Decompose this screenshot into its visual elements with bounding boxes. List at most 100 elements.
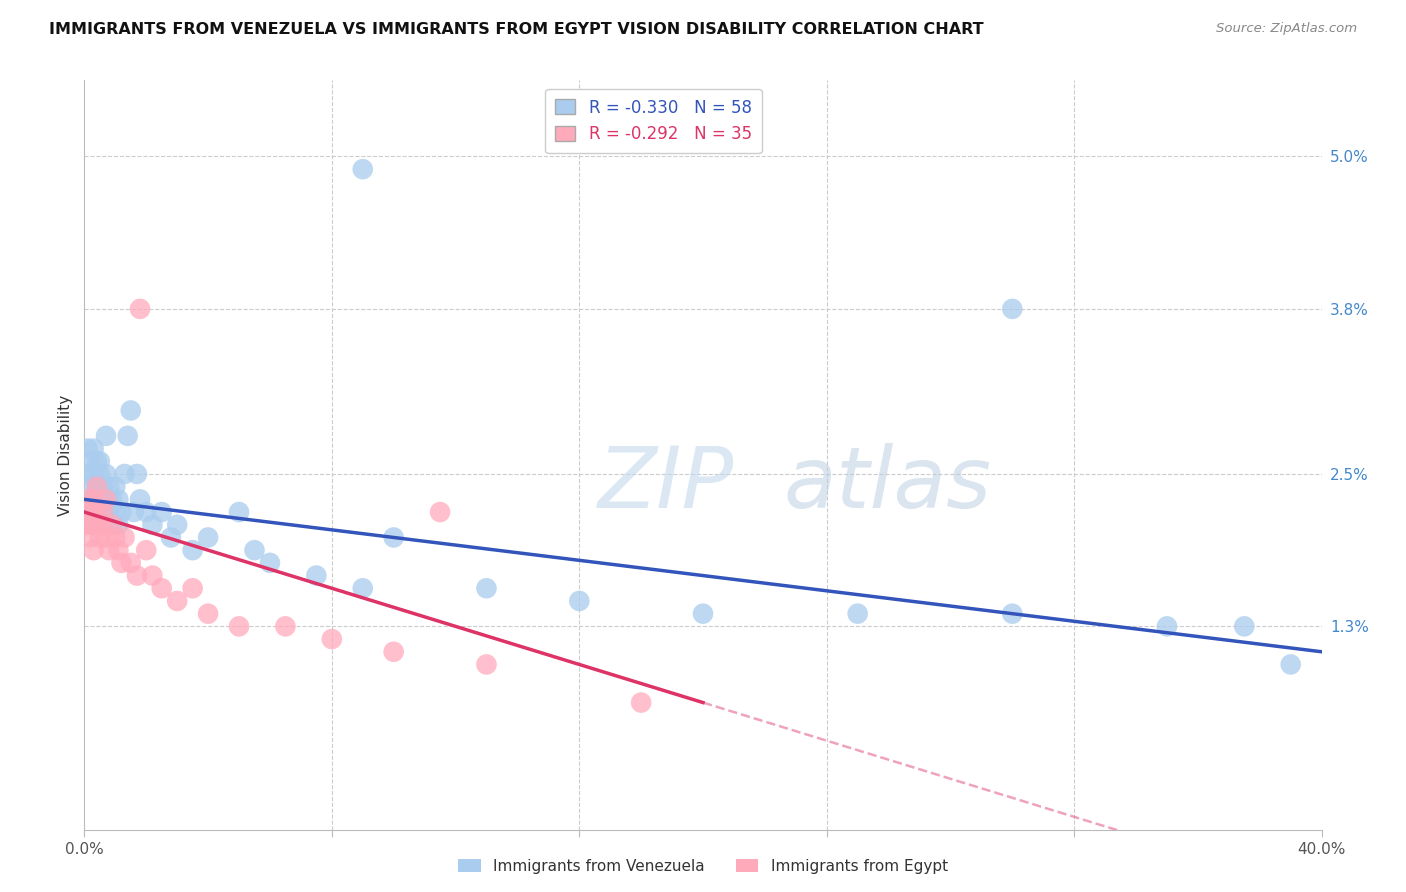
Text: Source: ZipAtlas.com: Source: ZipAtlas.com [1216,22,1357,36]
Point [129,492,152,507]
Point [101,517,124,532]
Point [141,568,163,582]
Point [94,429,117,443]
Point [475,581,498,595]
Legend: Immigrants from Venezuela, Immigrants from Egypt: Immigrants from Venezuela, Immigrants fr… [453,853,953,880]
Point [91,480,114,494]
Point [98,480,121,494]
Point [475,657,498,672]
Point [94,467,117,481]
Point [86,492,108,507]
Point [76,517,98,532]
Point [86,454,108,468]
Point [83,517,105,532]
Point [83,492,105,507]
Y-axis label: Vision Disability: Vision Disability [58,394,73,516]
Point [76,492,98,507]
Point [89,467,111,481]
Point [382,645,405,659]
Point [107,517,129,532]
Point [89,517,111,532]
Text: ZIP: ZIP [598,443,734,526]
Point [101,492,124,507]
Point [125,568,148,582]
Point [197,607,219,621]
Point [79,505,101,519]
Point [86,480,108,494]
Point [76,492,98,507]
Point [83,442,105,456]
Point [91,505,114,519]
Point [79,531,101,545]
Point [101,517,124,532]
Point [89,505,111,519]
Point [86,505,108,519]
Point [1233,619,1256,633]
Point [141,517,163,532]
Point [110,505,132,519]
Point [79,454,101,468]
Point [135,505,157,519]
Point [107,543,129,558]
Point [197,531,219,545]
Point [160,531,183,545]
Point [83,467,105,481]
Point [120,556,142,570]
Point [110,556,132,570]
Point [150,581,173,595]
Point [89,531,111,545]
Point [76,442,98,456]
Point [259,556,281,570]
Point [98,543,121,558]
Point [104,480,127,494]
Point [135,543,157,558]
Point [98,492,121,507]
Legend: R = -0.330   N = 58, R = -0.292   N = 35: R = -0.330 N = 58, R = -0.292 N = 35 [546,88,762,153]
Point [181,543,204,558]
Point [89,454,111,468]
Text: atlas: atlas [783,443,991,526]
Point [98,505,121,519]
Point [91,492,114,507]
Point [122,505,145,519]
Point [568,594,591,608]
Point [104,505,127,519]
Point [1279,657,1302,672]
Point [117,429,139,443]
Point [94,492,117,507]
Point [114,467,136,481]
Point [120,403,142,417]
Point [181,581,204,595]
Point [83,517,105,532]
Point [83,543,105,558]
Point [352,162,374,177]
Point [846,607,869,621]
Point [125,467,148,481]
Point [129,301,152,316]
Point [150,505,173,519]
Point [76,467,98,481]
Point [79,505,101,519]
Point [305,568,328,582]
Point [91,517,114,532]
Point [1001,301,1024,316]
Point [429,505,451,519]
Point [166,594,188,608]
Point [94,505,117,519]
Point [382,531,405,545]
Point [104,531,127,545]
Point [1156,619,1178,633]
Point [86,480,108,494]
Point [692,607,714,621]
Point [228,619,250,633]
Point [321,632,343,646]
Point [352,581,374,595]
Point [166,517,188,532]
Point [243,543,266,558]
Point [94,531,117,545]
Point [107,492,129,507]
Point [630,696,652,710]
Text: IMMIGRANTS FROM VENEZUELA VS IMMIGRANTS FROM EGYPT VISION DISABILITY CORRELATION: IMMIGRANTS FROM VENEZUELA VS IMMIGRANTS … [49,22,984,37]
Point [79,480,101,494]
Point [91,517,114,532]
